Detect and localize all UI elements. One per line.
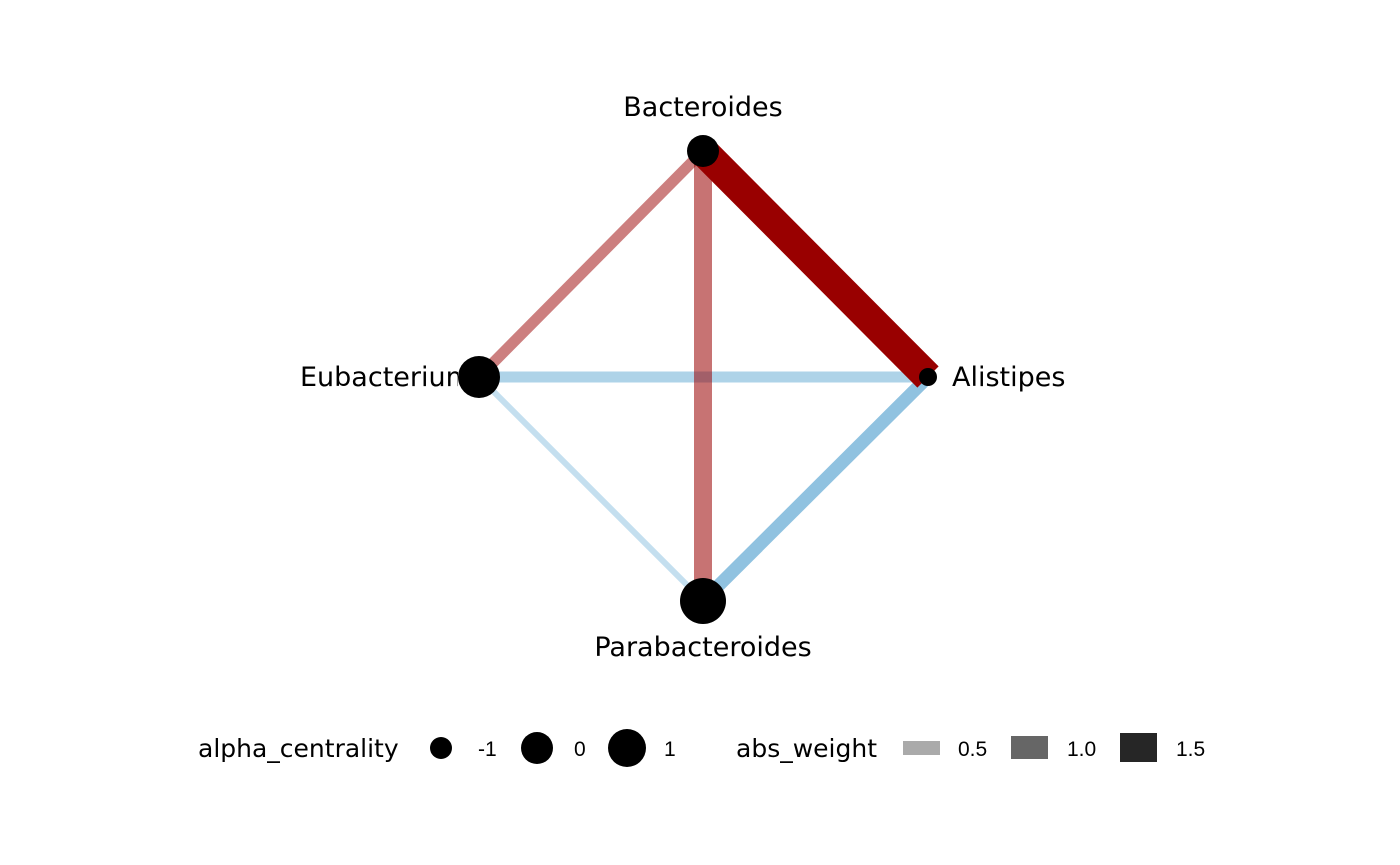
legend-size-label-large: 1 [664, 738, 676, 761]
legend-width-swatch-1-0 [1011, 736, 1048, 759]
legend-size-swatch-small [430, 737, 452, 759]
legend-size-swatch-large [608, 729, 646, 767]
label-eubacterium: Eubacterium [300, 362, 472, 393]
edges [475, 140, 939, 606]
legend-size-title: alpha_centrality [198, 734, 399, 763]
edge-bacteroides-alistipes [692, 140, 939, 388]
node-alistipes[interactable] [919, 368, 937, 386]
label-parabacteroides: Parabacteroides [594, 632, 811, 663]
legend-width-label-1-0: 1.0 [1067, 738, 1096, 761]
node-bacteroides[interactable] [687, 135, 719, 167]
edge-alistipes-parabacteroides [698, 372, 933, 606]
legend: alpha_centrality -1 0 1 abs_weight 0.5 1… [198, 729, 1205, 767]
legend-width-label-1-5: 1.5 [1176, 738, 1205, 761]
nodes [458, 135, 937, 624]
legend-width-swatch-1-5 [1120, 733, 1157, 762]
node-parabacteroides[interactable] [680, 578, 726, 624]
label-alistipes: Alistipes [952, 362, 1065, 393]
legend-size-label-medium: 0 [574, 738, 586, 761]
edge-bacteroides-eubacterium [475, 147, 707, 381]
legend-size-swatch-medium [521, 732, 553, 764]
node-labels: Bacteroides Alistipes Eubacterium Paraba… [300, 92, 1065, 663]
legend-size-label-small: -1 [478, 738, 497, 761]
edge-eubacterium-parabacteroides [476, 374, 706, 604]
legend-width-swatch-0-5 [903, 741, 940, 755]
legend-width-label-0-5: 0.5 [958, 738, 987, 761]
node-eubacterium[interactable] [458, 356, 500, 398]
label-bacteroides: Bacteroides [623, 92, 782, 123]
legend-width-title: abs_weight [736, 734, 877, 763]
